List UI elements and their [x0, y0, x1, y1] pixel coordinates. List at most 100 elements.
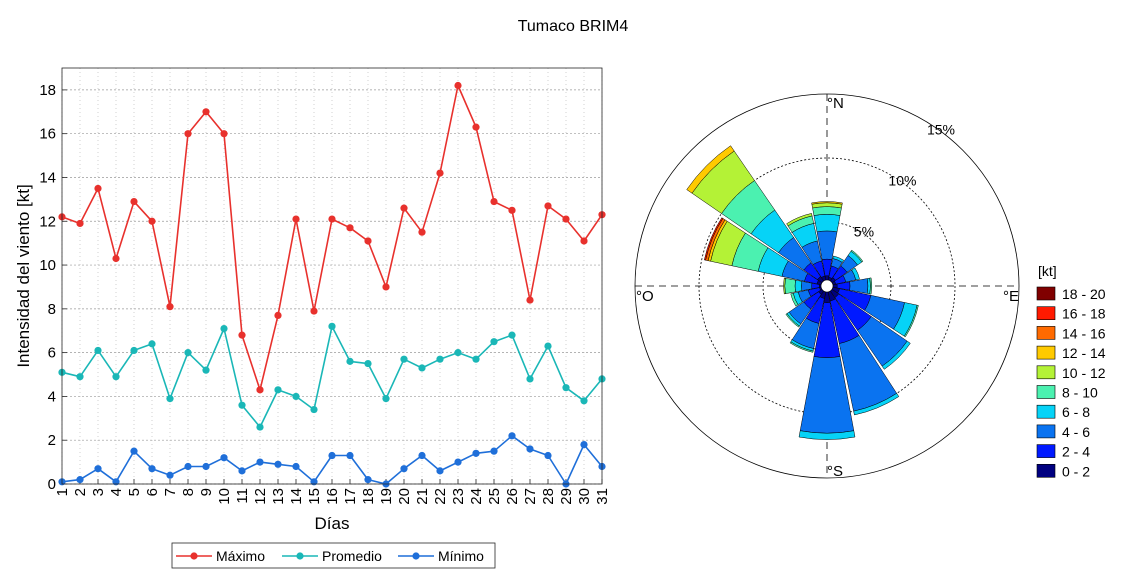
x-tick-label: 29: [558, 488, 575, 505]
legend-label-maximo: Máximo: [216, 548, 265, 564]
x-tick-label: 9: [198, 488, 215, 496]
rose-legend-label: 6 - 8: [1062, 404, 1090, 420]
data-point-minimo: [436, 467, 444, 475]
x-tick-label: 26: [504, 488, 521, 505]
x-tick-label: 12: [252, 488, 269, 505]
y-tick-labels: 0 2 4 6 8 10 12 14 16 18: [39, 82, 56, 493]
y-axis-label: Intensidad del viento [kt]: [14, 184, 33, 367]
rose-segment: [881, 340, 911, 370]
rose-segment: [798, 430, 856, 440]
data-point-maximo: [346, 224, 354, 232]
rose-segment: [832, 255, 845, 263]
data-point-promedio: [274, 386, 282, 394]
data-point-minimo: [94, 465, 102, 473]
legend-item-maximo: Máximo: [176, 548, 265, 564]
data-point-promedio: [238, 401, 246, 409]
data-point-promedio: [544, 342, 552, 350]
data-point-promedio: [292, 392, 300, 401]
legend-item-minimo: Mínimo: [398, 548, 484, 564]
x-tick-label: 1: [54, 488, 71, 496]
x-tick-label: 22: [432, 488, 449, 505]
data-point-minimo: [508, 432, 516, 440]
rose-direction-157.5: [827, 290, 900, 416]
rose-segment: [794, 279, 803, 293]
data-point-promedio: [94, 346, 102, 355]
y-tick-label: 10: [39, 257, 56, 274]
data-point-maximo: [220, 130, 228, 138]
data-point-maximo: [130, 197, 138, 206]
rose-legend-title: [kt]: [1038, 263, 1057, 279]
data-point-promedio: [508, 331, 516, 339]
rose-legend-swatch: [1036, 286, 1056, 301]
data-point-promedio: [580, 397, 588, 405]
data-point-promedio: [184, 349, 192, 357]
rose-direction-225: [785, 289, 824, 328]
rose-segment: [811, 201, 843, 205]
y-tick-label: 12: [39, 213, 56, 230]
y-tick-label: 8: [48, 301, 56, 318]
rose-label-south: °S: [827, 463, 843, 480]
rose-ring-labels: 5% 10% 15%: [854, 121, 955, 239]
y-tick-label: 14: [39, 169, 56, 186]
data-point-minimo: [220, 454, 228, 462]
data-point-minimo: [292, 462, 300, 471]
rose-legend-label: 4 - 6: [1062, 424, 1090, 440]
rose-direction-22.5: [827, 255, 845, 282]
data-point-promedio: [364, 359, 372, 368]
plot-frame: [61, 67, 603, 485]
legend-item-promedio: Promedio: [282, 548, 382, 564]
x-tick-labels: 1 2 3 4 5 6 7 8 9 10 11 12 13 14 15 16 17 18 19 20 21 22 23 24 2…: [54, 488, 611, 505]
data-point-maximo: [490, 197, 498, 206]
data-point-minimo: [400, 465, 408, 473]
data-point-maximo: [382, 283, 390, 291]
data-point-minimo: [76, 476, 84, 484]
data-point-minimo: [580, 440, 588, 449]
line-legend: Máximo Promedio Mínimo: [171, 542, 496, 569]
data-point-promedio: [76, 373, 84, 381]
data-point-promedio: [310, 405, 318, 414]
rose-wedges: [686, 145, 919, 440]
legend-marker-maximo: [190, 552, 198, 560]
data-point-promedio: [256, 423, 264, 431]
y-tick-label: 16: [39, 126, 56, 143]
rose-legend-swatch: [1036, 444, 1056, 458]
rose-direction-67.5: [831, 267, 860, 286]
y-tick-label: 0: [48, 476, 56, 493]
rose-label-north: °N: [827, 95, 844, 112]
legend-marker-minimo: [412, 552, 420, 560]
x-tick-label: 7: [162, 488, 179, 496]
data-point-maximo: [364, 237, 372, 245]
rose-ring-label: 5%: [854, 224, 874, 240]
rose-segment: [789, 341, 814, 353]
rose-legend-swatch: [1036, 385, 1056, 399]
data-point-promedio: [328, 322, 336, 330]
rose-legend-label: 16 - 18: [1062, 306, 1106, 322]
data-point-promedio: [436, 355, 444, 363]
rose-segment: [704, 217, 724, 261]
rose-direction-270: [783, 277, 822, 295]
x-tick-label: 6: [144, 488, 161, 496]
data-point-maximo: [526, 296, 534, 304]
rose-segment: [853, 393, 900, 416]
rose-legend: [kt] 18 - 20 16 - 18 14 - 16 12 - 14 10 - 12…: [1036, 263, 1106, 479]
data-point-promedio: [418, 364, 426, 372]
rose-legend-item: 10 - 12: [1036, 365, 1106, 381]
rose-segment: [686, 145, 735, 194]
rose-direction-337.5: [786, 213, 827, 282]
rose-legend-swatch: [1036, 424, 1056, 439]
rose-label-east: °E: [1003, 288, 1019, 305]
rose-legend-item: 16 - 18: [1036, 306, 1106, 322]
rose-legend-swatch: [1036, 306, 1056, 321]
rose-direction-180: [798, 291, 856, 440]
data-point-minimo: [148, 465, 156, 473]
rose-direction-292.5: [704, 217, 823, 286]
x-tick-label: 5: [126, 488, 143, 496]
y-tick-label: 18: [39, 82, 56, 99]
rose-legend-item: 4 - 6: [1036, 424, 1090, 440]
rose-ring-label: 10%: [888, 173, 916, 189]
data-point-minimo: [364, 476, 372, 484]
legend-label-minimo: Mínimo: [438, 548, 484, 564]
rose-direction-0: [811, 201, 843, 281]
data-point-maximo: [76, 219, 84, 228]
rose-segment: [790, 292, 799, 307]
